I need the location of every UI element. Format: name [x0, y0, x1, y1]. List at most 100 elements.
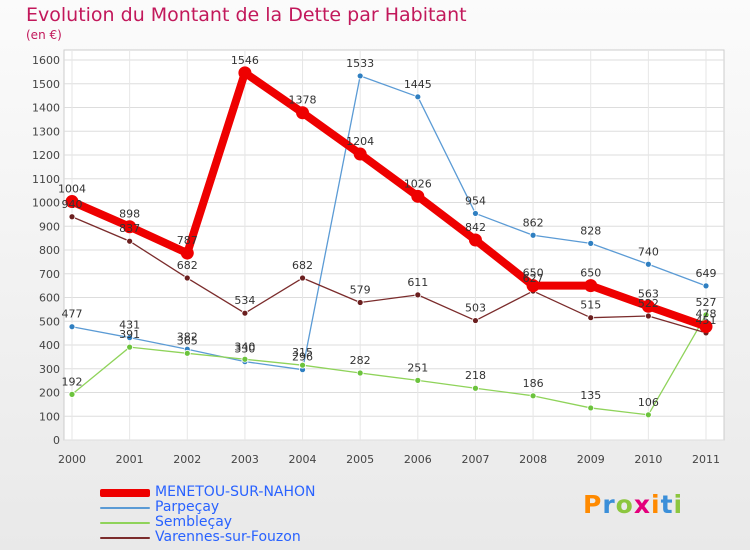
data-label: 527	[696, 296, 717, 309]
data-label: 650	[523, 267, 544, 280]
proxiti-logo: Proxiti	[583, 490, 683, 519]
legend-swatch	[100, 506, 150, 509]
x-tick-label: 2005	[346, 453, 374, 466]
y-tick-label: 0	[53, 434, 60, 447]
legend-item: Sembleçay	[100, 515, 316, 530]
data-point	[296, 106, 310, 120]
legend-label: Parpeçay	[155, 499, 220, 515]
data-label: 579	[350, 283, 371, 296]
data-point	[356, 72, 364, 80]
data-point	[356, 299, 364, 306]
data-point	[472, 384, 479, 392]
data-point	[241, 309, 249, 317]
data-point	[641, 299, 655, 313]
y-tick-label: 100	[39, 410, 60, 423]
data-point	[644, 260, 652, 268]
x-tick-label: 2000	[58, 453, 86, 466]
logo-letter: i	[673, 490, 684, 519]
data-label: 515	[580, 299, 601, 312]
logo-letter: x	[633, 490, 651, 519]
data-label: 563	[638, 287, 659, 300]
data-point	[353, 147, 367, 161]
y-tick-label: 900	[39, 220, 60, 233]
data-label: 611	[407, 276, 428, 289]
data-point	[126, 334, 134, 342]
data-label: 503	[465, 302, 486, 315]
data-point	[126, 343, 134, 351]
data-label: 898	[119, 208, 140, 221]
data-label: 1204	[346, 135, 374, 148]
legend: MENETOU-SUR-NAHON Parpeçay Sembleçay Varenn…	[100, 485, 316, 545]
data-label: 340	[234, 340, 255, 353]
data-point	[472, 317, 479, 324]
data-label: 649	[696, 267, 717, 280]
data-point	[180, 246, 194, 260]
data-label: 682	[177, 259, 198, 272]
data-label: 522	[638, 297, 659, 310]
data-label: 787	[177, 234, 198, 247]
y-tick-label: 1300	[32, 125, 60, 138]
series-line-0	[68, 68, 710, 331]
legend-label: MENETOU-SUR-NAHON	[155, 484, 316, 500]
data-point	[414, 93, 422, 101]
data-point	[644, 411, 652, 419]
legend-label: Sembleçay	[155, 514, 233, 530]
data-label: 192	[62, 375, 83, 388]
legend-item: Varennes-sur-Fouzon	[100, 530, 316, 545]
data-point	[68, 390, 76, 398]
data-point	[241, 355, 249, 363]
data-point	[526, 279, 540, 293]
logo-letter: o	[615, 490, 634, 519]
data-label: 1026	[404, 177, 432, 190]
data-point	[468, 233, 482, 247]
series-line-2	[71, 314, 707, 416]
y-tick-label: 800	[39, 244, 60, 257]
data-point	[123, 220, 137, 234]
data-label: 1533	[346, 57, 374, 70]
y-tick-label: 200	[39, 387, 60, 400]
legend-item: MENETOU-SUR-NAHON	[100, 485, 316, 500]
data-label: 391	[119, 328, 140, 341]
data-label: 431	[119, 319, 140, 332]
data-label: 382	[177, 330, 198, 343]
x-tick-label: 2004	[289, 453, 317, 466]
data-point	[414, 291, 422, 299]
data-label: 1445	[404, 78, 432, 91]
logo-letter: r	[602, 490, 616, 519]
data-point	[529, 231, 537, 239]
legend-label: Varennes-sur-Fouzon	[155, 529, 301, 545]
y-tick-label: 500	[39, 315, 60, 328]
data-point	[65, 195, 79, 209]
data-point	[414, 376, 422, 384]
data-label: 534	[234, 294, 255, 307]
data-label: 365	[177, 334, 198, 347]
y-tick-label: 700	[39, 268, 60, 281]
legend-swatch	[100, 521, 150, 524]
data-point	[183, 349, 191, 357]
data-point	[472, 210, 479, 217]
x-tick-label: 2002	[173, 453, 201, 466]
data-point	[699, 319, 713, 333]
data-point	[68, 213, 76, 221]
x-tick-label: 2011	[692, 453, 720, 466]
data-point	[644, 312, 652, 320]
data-point	[238, 66, 252, 80]
legend-swatch	[100, 488, 150, 497]
data-point	[587, 239, 595, 247]
data-label: 1004	[58, 183, 86, 196]
data-label: 315	[292, 346, 313, 359]
x-tick-label: 2003	[231, 453, 259, 466]
data-label: 1378	[289, 94, 317, 107]
data-label: 682	[292, 259, 313, 272]
y-tick-label: 1000	[32, 197, 60, 210]
x-tick-label: 2001	[116, 453, 144, 466]
logo-letter: i	[651, 490, 661, 519]
data-label: 828	[580, 224, 601, 237]
y-tick-label: 1500	[32, 78, 60, 91]
data-label: 477	[62, 308, 83, 321]
data-point	[702, 282, 710, 290]
data-point	[356, 369, 364, 377]
data-label: 218	[465, 369, 486, 382]
data-label: 837	[119, 222, 140, 235]
